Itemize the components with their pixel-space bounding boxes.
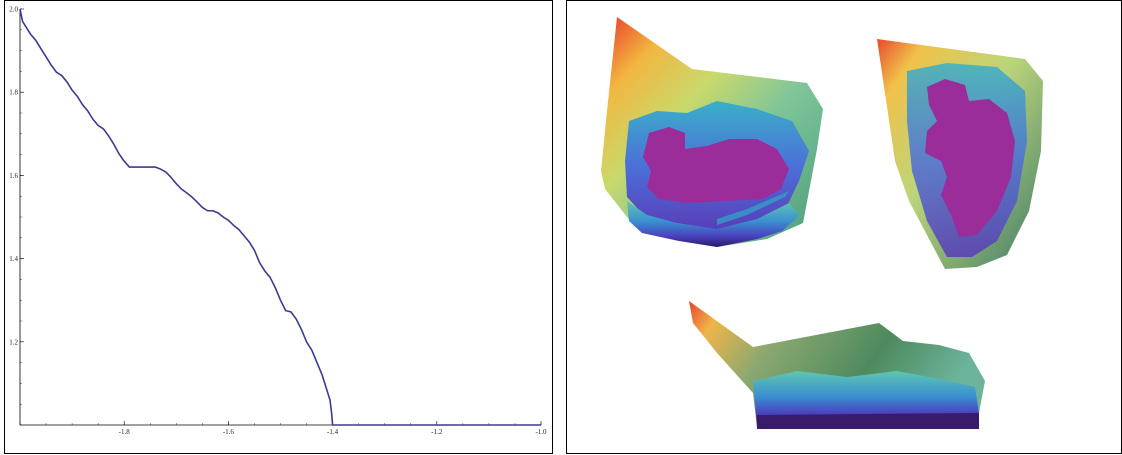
surface-renderings	[601, 17, 1043, 429]
x-tick-label: -1.6	[223, 428, 235, 436]
line-chart: -1.8 -1.6 -1.4 -1.2 -1.0 1.2 1.4 1.6 1.8 2.0	[9, 6, 547, 437]
x-tick-label: -1.8	[119, 428, 131, 436]
line-chart-panel: -1.8 -1.6 -1.4 -1.2 -1.0 1.2 1.4 1.6 1.8 2.0	[4, 0, 553, 454]
x-tick-label: -1.2	[431, 428, 443, 436]
series-line	[19, 8, 541, 426]
y-tick-label: 1.4	[9, 255, 18, 263]
x-tick-label: -1.4	[327, 428, 339, 436]
surface-renderings-panel	[566, 0, 1122, 454]
surface-view-top-right	[877, 39, 1043, 269]
surface-view-bottom	[689, 301, 985, 429]
y-tick-label: 1.8	[9, 89, 18, 97]
surface-view-top-left	[601, 17, 823, 247]
y-tick-label: 2.0	[9, 6, 18, 14]
y-tick-label: 1.6	[9, 172, 18, 180]
x-tick-label: -1.0	[535, 428, 547, 436]
y-tick-label: 1.2	[9, 338, 18, 346]
